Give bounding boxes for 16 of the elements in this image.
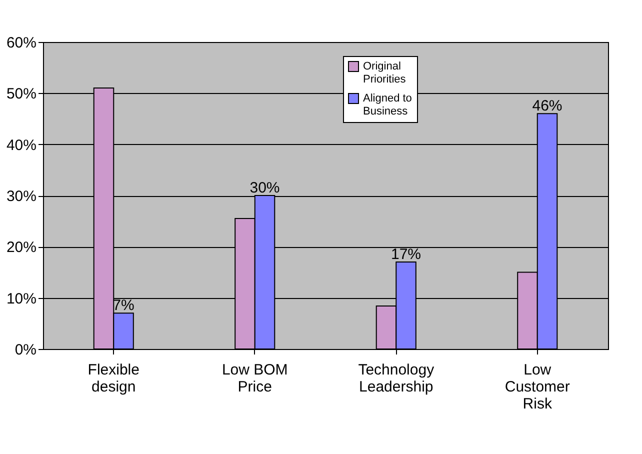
- y-tick-label: 30%: [6, 188, 36, 205]
- x-tick-label: Flexible design: [88, 362, 140, 396]
- data-label: 17%: [390, 246, 422, 264]
- y-tick-label: 20%: [6, 239, 36, 256]
- y-tick-label: 10%: [6, 290, 36, 308]
- y-tick-label: 60%: [6, 34, 36, 52]
- x-tick-label: Low Customer Risk: [504, 362, 570, 412]
- x-tick-label: Low BOM Price: [222, 362, 288, 396]
- data-label: 30%: [250, 180, 280, 196]
- legend-label: Original Priorities: [363, 60, 406, 86]
- x-tick-label: Technology Leadership: [358, 362, 435, 396]
- y-tick-label: 0%: [14, 342, 36, 358]
- data-label: 46%: [532, 98, 562, 115]
- y-tick-label: 50%: [6, 86, 36, 103]
- y-tick-label: 40%: [6, 136, 36, 154]
- legend-label: Aligned to Business: [363, 92, 412, 118]
